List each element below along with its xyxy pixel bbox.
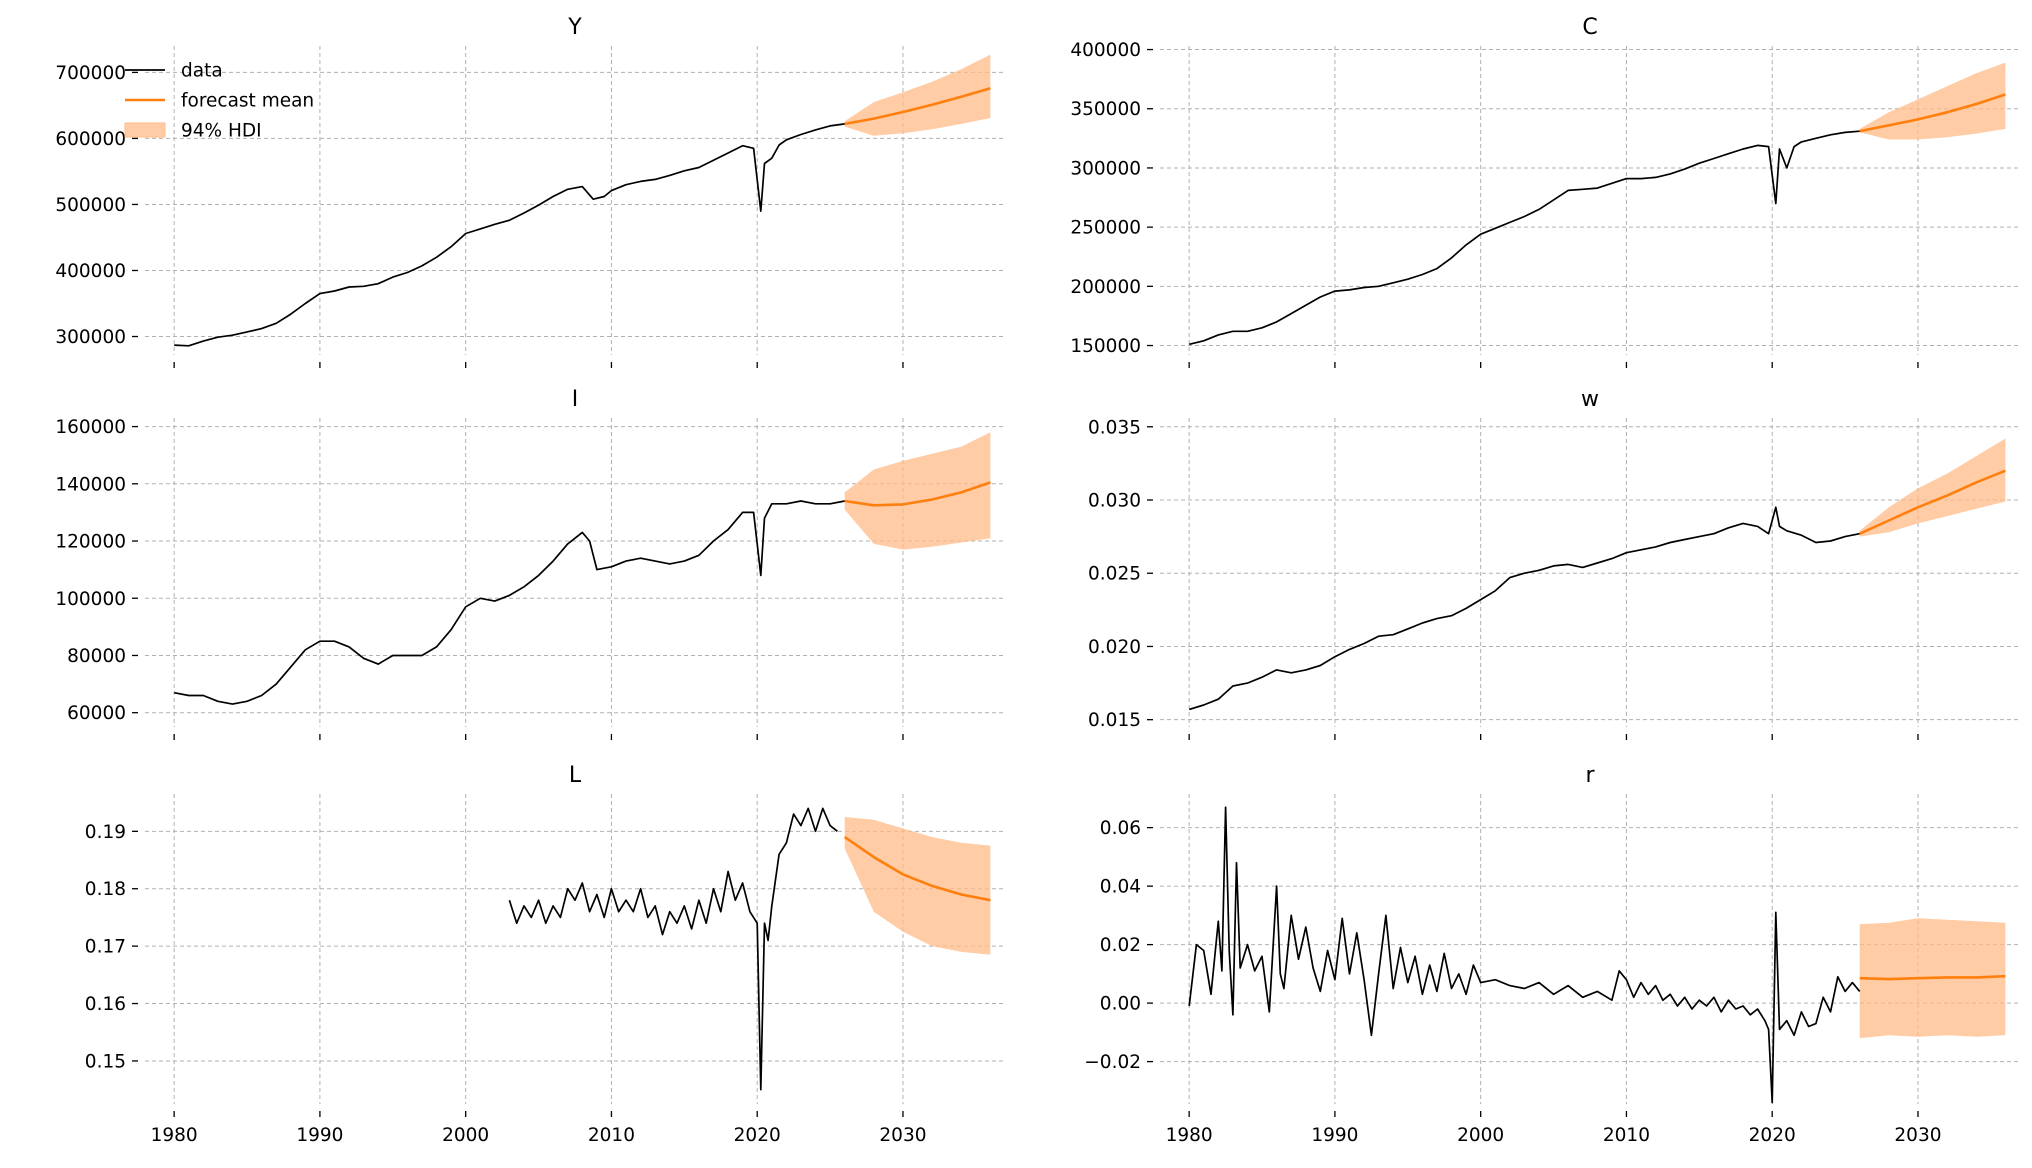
y-tick-label: 200000 xyxy=(1070,277,1141,298)
y-tick-label: 700000 xyxy=(55,63,126,84)
y-tick-label: 0.06 xyxy=(1100,818,1141,839)
y-tick-label: 300000 xyxy=(1070,158,1141,179)
panel-r: r 1980 1990 2000 2010 2020 2030 −0.02 0.00 0.02 0.… xyxy=(1084,763,2020,1146)
hdi-band xyxy=(1859,438,2006,537)
y-tick-label: 140000 xyxy=(55,474,126,495)
y-tick-label: 0.18 xyxy=(85,879,126,900)
y-tick-label: 500000 xyxy=(55,195,126,216)
panel-title: I xyxy=(572,387,579,412)
data-line xyxy=(508,807,838,1091)
hdi-band xyxy=(844,432,991,550)
panel-title: Y xyxy=(567,15,582,40)
y-tick-label: 0.025 xyxy=(1088,564,1141,585)
panel-w: w 0.015 0.020 0.025 0.030 0.035 xyxy=(1088,387,2020,740)
legend-swatch-hdi xyxy=(124,122,166,138)
y-tick-label: 160000 xyxy=(55,417,126,438)
y-tick-label: 0.04 xyxy=(1100,877,1141,898)
y-tick-label: 60000 xyxy=(67,703,126,724)
data-line xyxy=(1189,130,1860,346)
y-tick-label: 600000 xyxy=(55,129,126,150)
panel-c: C 150000 200000 250000 300000 350000 400000 xyxy=(1070,15,2020,368)
x-tick-label: 2020 xyxy=(734,1125,781,1146)
x-tick-label: 2020 xyxy=(1749,1125,1796,1146)
y-tick-label: 350000 xyxy=(1070,99,1141,120)
x-tick-label: 2000 xyxy=(442,1125,489,1146)
y-tick-label: 0.015 xyxy=(1088,710,1141,731)
y-tick-label: 400000 xyxy=(55,261,126,282)
y-tick-label: 0.16 xyxy=(85,994,126,1015)
forecast-mean-line xyxy=(1859,974,2006,981)
forecast-mean-line xyxy=(844,87,991,126)
y-tick-label: 0.00 xyxy=(1100,994,1141,1015)
y-tick-label: 0.17 xyxy=(85,937,126,958)
y-tick-label: 250000 xyxy=(1070,218,1141,239)
y-tick-label: 120000 xyxy=(55,532,126,553)
forecast-mean-line xyxy=(1859,469,2006,535)
y-tick-label: 0.020 xyxy=(1088,637,1141,658)
y-tick-label: 0.02 xyxy=(1100,935,1141,956)
y-tick-label: 80000 xyxy=(67,646,126,667)
x-tick-label: 2000 xyxy=(1457,1125,1504,1146)
hdi-band xyxy=(844,817,991,955)
forecast-mean-line xyxy=(844,481,991,507)
x-tick-label: 1990 xyxy=(296,1125,343,1146)
y-tick-label: 300000 xyxy=(55,327,126,348)
panel-y: Y 300000 400000 500000 600000 700000 data forec… xyxy=(55,15,1005,368)
data-line xyxy=(174,123,845,347)
x-tick-label: 1980 xyxy=(1166,1125,1213,1146)
hdi-band xyxy=(1859,62,2006,140)
y-tick-label: 0.030 xyxy=(1088,491,1141,512)
x-tick-label: 1980 xyxy=(151,1125,198,1146)
x-tick-label: 2030 xyxy=(879,1125,926,1146)
y-tick-label: 0.15 xyxy=(85,1051,126,1072)
data-line xyxy=(174,500,845,705)
legend-label: 94% HDI xyxy=(181,121,262,142)
x-tick-label: 2030 xyxy=(1894,1125,1941,1146)
y-tick-label: 150000 xyxy=(1070,336,1141,357)
y-tick-label: 0.19 xyxy=(85,822,126,843)
panel-title: C xyxy=(1582,15,1597,40)
legend-label: data xyxy=(181,61,223,82)
hdi-band xyxy=(844,54,991,136)
legend: data forecast mean 94% HDI xyxy=(124,61,314,142)
y-tick-label: 0.035 xyxy=(1088,417,1141,438)
x-tick-label: 2010 xyxy=(1603,1125,1650,1146)
panel-l: L 1980 1990 2000 2010 2020 2030 0.15 0.16 0.17 0.1… xyxy=(85,763,1005,1146)
forecast-mean-line xyxy=(1859,93,2006,133)
panel-i: I 60000 80000 100000 120000 140000 160000 xyxy=(55,387,1005,740)
data-line xyxy=(1188,806,1861,1104)
y-tick-label: −0.02 xyxy=(1084,1052,1141,1073)
panel-title: L xyxy=(569,763,582,788)
panel-title: w xyxy=(1581,387,1599,412)
panel-title: r xyxy=(1585,763,1595,788)
data-line xyxy=(1188,506,1860,711)
forecast-mean-line xyxy=(843,836,991,902)
y-tick-label: 100000 xyxy=(55,589,126,610)
x-tick-label: 1990 xyxy=(1311,1125,1358,1146)
legend-label: forecast mean xyxy=(181,91,314,112)
y-tick-label: 400000 xyxy=(1070,40,1141,61)
x-tick-label: 2010 xyxy=(588,1125,635,1146)
